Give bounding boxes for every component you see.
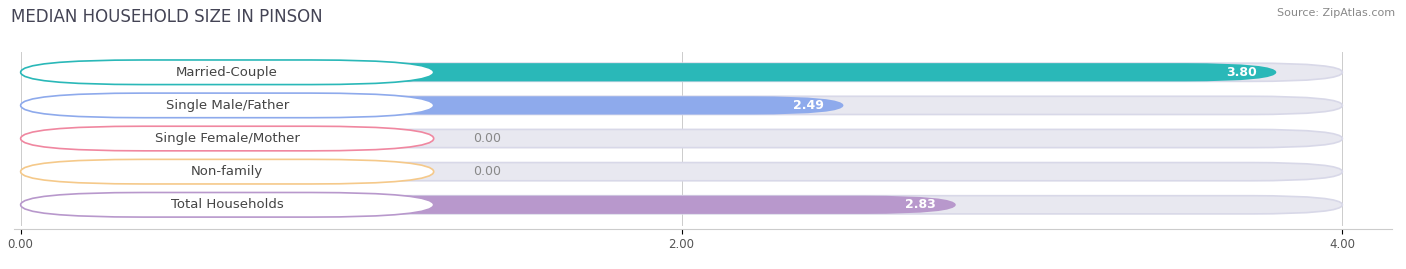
FancyBboxPatch shape [21, 162, 1343, 181]
FancyBboxPatch shape [21, 96, 844, 115]
FancyBboxPatch shape [21, 196, 956, 214]
Text: 3.80: 3.80 [1226, 66, 1257, 79]
Text: Single Female/Mother: Single Female/Mother [155, 132, 299, 145]
FancyBboxPatch shape [21, 63, 1343, 82]
FancyBboxPatch shape [21, 129, 1343, 148]
FancyBboxPatch shape [21, 60, 433, 84]
Text: 0.00: 0.00 [474, 132, 502, 145]
FancyBboxPatch shape [21, 96, 1343, 115]
FancyBboxPatch shape [21, 159, 433, 184]
Text: MEDIAN HOUSEHOLD SIZE IN PINSON: MEDIAN HOUSEHOLD SIZE IN PINSON [11, 8, 323, 26]
FancyBboxPatch shape [21, 193, 433, 217]
Text: Married-Couple: Married-Couple [176, 66, 278, 79]
Text: Non-family: Non-family [191, 165, 263, 178]
FancyBboxPatch shape [21, 126, 433, 151]
Text: 0.00: 0.00 [474, 165, 502, 178]
FancyBboxPatch shape [21, 93, 433, 118]
Text: Total Households: Total Households [170, 198, 284, 211]
FancyBboxPatch shape [21, 196, 1343, 214]
Text: 2.49: 2.49 [793, 99, 824, 112]
Text: 2.83: 2.83 [905, 198, 936, 211]
Text: Single Male/Father: Single Male/Father [166, 99, 288, 112]
FancyBboxPatch shape [21, 63, 1277, 82]
Text: Source: ZipAtlas.com: Source: ZipAtlas.com [1277, 8, 1395, 18]
